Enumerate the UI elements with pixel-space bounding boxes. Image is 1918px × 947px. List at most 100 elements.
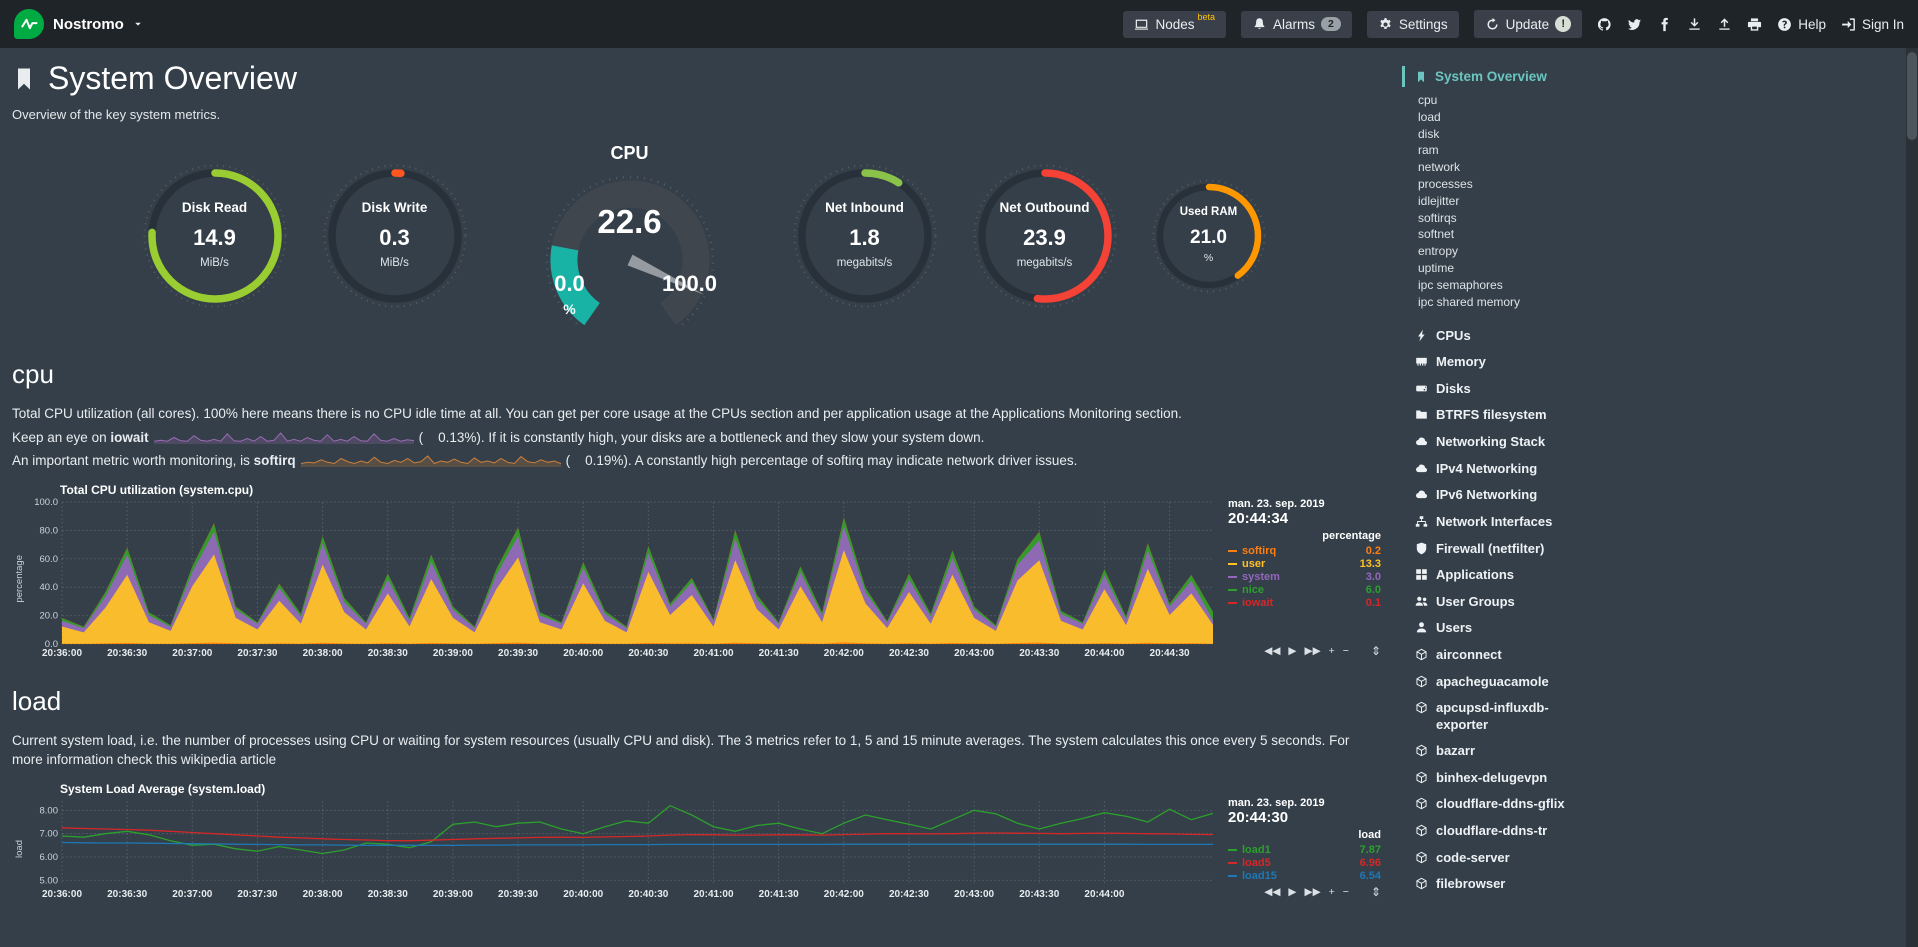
sidebar-subitem-disk[interactable]: disk [1418, 126, 1440, 141]
svg-text:20:38:00: 20:38:00 [303, 648, 343, 659]
topbar-github[interactable] [1597, 17, 1612, 32]
sidebar-subitem-network[interactable]: network [1418, 160, 1461, 175]
sidebar-item-networking-stack[interactable]: Networking Stack [1415, 429, 1577, 456]
sidebar-item-btrfs-filesystem[interactable]: BTRFS filesystem [1415, 402, 1577, 429]
softirq-sparkline[interactable] [300, 454, 561, 468]
sidebar-subitem-ipc-shared-memory[interactable]: ipc shared memory [1418, 294, 1521, 309]
chart-zoom-out-button[interactable]: − [1342, 885, 1349, 898]
disk-icon [1415, 382, 1428, 395]
sidebar-item-disks[interactable]: Disks [1415, 376, 1577, 403]
legend-value: 3.0 [1365, 570, 1381, 583]
iowait-sparkline[interactable] [153, 431, 414, 444]
chart-zoom-out-button[interactable]: − [1342, 644, 1349, 657]
sidebar-item-users[interactable]: Users [1415, 615, 1577, 642]
svg-text:20:39:30: 20:39:30 [498, 648, 538, 659]
sidebar-item-memory[interactable]: Memory [1415, 349, 1577, 376]
legend-series-load15[interactable]: load15 6.54 [1228, 870, 1381, 883]
gauge-used-ram[interactable]: Used RAM 21.0% [1150, 177, 1268, 295]
sidebar-subitem-ipc-semaphores[interactable]: ipc semaphores [1418, 277, 1503, 292]
sidebar-item-applications[interactable]: Applications [1415, 562, 1577, 589]
chart-ylabel: percentage [13, 554, 25, 603]
sidebar-item-bazarr[interactable]: bazarr [1415, 738, 1577, 765]
sidebar-item-apacheguacamole[interactable]: apacheguacamole [1415, 668, 1577, 695]
legend-value: 7.87 [1359, 843, 1381, 856]
chart-resize-handle[interactable]: ⇕ [1370, 643, 1381, 658]
chart-forward-button[interactable]: ▶▶ [1304, 644, 1321, 657]
sidebar-subitem-load[interactable]: load [1418, 109, 1441, 124]
sidebar-item-apcupsd-influxdb-exporter[interactable]: apcupsd-influxdb-exporter [1415, 695, 1577, 738]
sidebar-item-airconnect[interactable]: airconnect [1415, 642, 1577, 669]
sidebar-item-filebrowser[interactable]: filebrowser [1415, 871, 1577, 898]
sidebar-active-label: System Overview [1435, 69, 1547, 84]
sidebar-subitem-softnet[interactable]: softnet [1418, 227, 1455, 242]
legend-name: user [1242, 557, 1266, 570]
gauge-cpu[interactable]: CPU 22.6 0.0 100.0% [500, 143, 760, 329]
chart-play-button[interactable]: ▶ [1288, 885, 1297, 898]
chart-zoom-in-button[interactable]: + [1328, 644, 1335, 657]
sidebar-item-binhex-delugevpn[interactable]: binhex-delugevpn [1415, 765, 1577, 792]
wikipedia-link[interactable]: wikipedia article [180, 752, 277, 768]
chart-forward-button[interactable]: ▶▶ [1304, 885, 1321, 898]
chart-rewind-button[interactable]: ◀◀ [1264, 885, 1281, 898]
topbar-update[interactable]: Update! [1473, 10, 1583, 38]
sidebar-subitem-processes[interactable]: processes [1418, 176, 1473, 191]
sidebar-subitem-idlejitter[interactable]: idlejitter [1418, 193, 1460, 208]
scrollbar-thumb[interactable] [1907, 52, 1917, 140]
gauge-disk-read[interactable]: Disk Read 14.9 MiB/s [140, 161, 290, 311]
gauge-net-outbound[interactable]: Net Outbound 23.9 megabits/s [970, 161, 1120, 311]
topbar-settings[interactable]: Settings [1366, 10, 1459, 38]
chart-play-button[interactable]: ▶ [1288, 644, 1297, 657]
bolt-icon [1415, 329, 1428, 342]
sidebar-item-ipv4-networking[interactable]: IPv4 Networking [1415, 455, 1577, 482]
topbar-sign-in[interactable]: Sign In [1841, 17, 1904, 32]
sidebar-item-code-server[interactable]: code-server [1415, 844, 1577, 871]
topbar-twitter[interactable] [1627, 17, 1642, 32]
sidebar-subitem-entropy[interactable]: entropy [1418, 244, 1459, 259]
page-scrollbar[interactable] [1906, 48, 1918, 947]
sidebar-item-label: Networking Stack [1436, 434, 1546, 450]
load-chart-canvas[interactable]: 20:36:00 20:36:30 20:37:00 20:37:30 20:38:00… [26, 797, 1216, 901]
sidebar-item-cloudflare-ddns-gflix[interactable]: cloudflare-ddns-gflix [1415, 791, 1577, 818]
sidebar-item-user-groups[interactable]: User Groups [1415, 589, 1577, 616]
topbar-print[interactable] [1747, 17, 1762, 32]
cloud-icon [1415, 435, 1428, 448]
sidebar-subitem-ram[interactable]: ram [1418, 143, 1439, 158]
sidebar-subitem-uptime[interactable]: uptime [1418, 260, 1455, 275]
chart-title: System Load Average (system.load) [60, 781, 266, 796]
chart-rewind-button[interactable]: ◀◀ [1264, 644, 1281, 657]
topbar-help[interactable]: Help [1777, 17, 1826, 32]
gauge-min: 0.0 [554, 270, 585, 296]
topbar-facebook[interactable] [1657, 17, 1672, 32]
svg-text:20:41:30: 20:41:30 [759, 889, 799, 900]
legend-series-iowait[interactable]: iowait 0.1 [1228, 597, 1381, 610]
legend-series-nice[interactable]: nice 6.0 [1228, 584, 1381, 597]
topbar-alarms[interactable]: Alarms 2 [1241, 10, 1352, 38]
cloud-icon [1415, 462, 1428, 475]
node-selector[interactable]: Nostromo [14, 9, 143, 39]
svg-text:20:38:30: 20:38:30 [368, 889, 408, 900]
gauge-net-inbound[interactable]: Net Inbound 1.8 megabits/s [790, 161, 940, 311]
cube-icon [1415, 771, 1428, 784]
cpu-chart-canvas[interactable]: 20:36:00 20:36:30 20:37:00 20:37:30 20:38:00… [26, 498, 1216, 660]
sidebar-subitem-cpu[interactable]: cpu [1418, 93, 1438, 107]
gauge-disk-write[interactable]: Disk Write 0.3 MiB/s [320, 161, 470, 311]
sidebar-subitem-softirqs[interactable]: softirqs [1418, 210, 1457, 225]
cube-icon [1415, 648, 1428, 661]
chart-resize-handle[interactable]: ⇕ [1370, 884, 1381, 899]
sidebar-item-cloudflare-ddns-tr[interactable]: cloudflare-ddns-tr [1415, 818, 1577, 845]
legend-series-softirq[interactable]: softirq 0.2 [1228, 545, 1381, 558]
topbar-export[interactable] [1687, 17, 1702, 32]
sidebar-item-network-interfaces[interactable]: Network Interfaces [1415, 509, 1577, 536]
sidebar-item-system-overview[interactable]: System Overview [1402, 66, 1592, 87]
topbar-nodes[interactable]: Nodes beta [1123, 10, 1227, 38]
sidebar-item-cpus[interactable]: CPUs [1415, 322, 1577, 349]
legend-series-load1[interactable]: load1 7.87 [1228, 844, 1381, 857]
sidebar-item-firewall-netfilter[interactable]: Firewall (netfilter) [1415, 535, 1577, 562]
sidebar-item-ipv6-networking[interactable]: IPv6 Networking [1415, 482, 1577, 509]
chart-zoom-in-button[interactable]: + [1328, 885, 1335, 898]
topbar-import[interactable] [1717, 17, 1732, 32]
legend-series-user[interactable]: user 13.3 [1228, 558, 1381, 571]
load-chart: System Load Average (system.load) load 20:… [12, 782, 1397, 901]
legend-series-load5[interactable]: load5 6.96 [1228, 857, 1381, 870]
legend-series-system[interactable]: system 3.0 [1228, 571, 1381, 584]
